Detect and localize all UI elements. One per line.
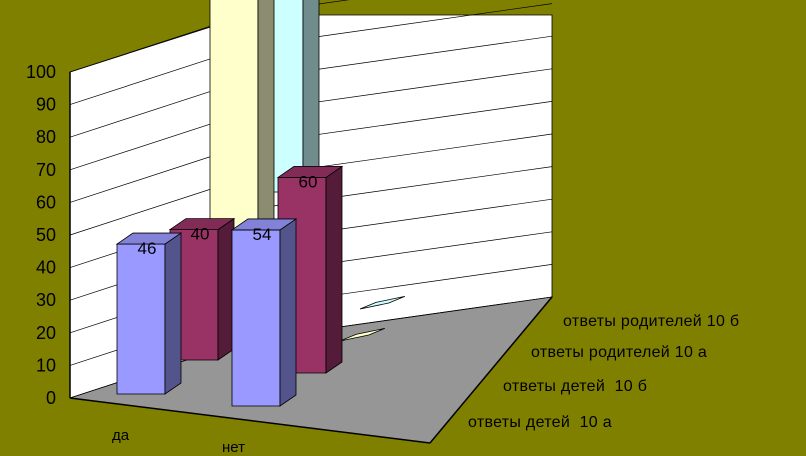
y-tick-label: 50	[36, 225, 56, 245]
bar-top	[230, 218, 298, 231]
category-axis-line	[69, 397, 431, 444]
series-label-children-10b: ответы детей 10 б	[503, 378, 647, 395]
axes	[69, 72, 553, 444]
bar-front	[209, 0, 259, 239]
y-tick-label: 40	[36, 258, 56, 278]
y-tick-label: 0	[46, 388, 56, 408]
bars: 40 60 46 54	[115, 0, 405, 407]
series-label-children-10a: ответы детей 10 а	[468, 414, 612, 431]
category-label-net: нет	[222, 439, 245, 456]
series-label-parents-10b: ответы родителей 10 б	[563, 313, 739, 330]
category-label-da: да	[112, 427, 130, 444]
y-tick-label: 20	[36, 323, 56, 343]
bar-side	[302, 0, 320, 193]
bar-front	[116, 243, 166, 395]
bar: 40	[168, 217, 236, 361]
bar-side	[164, 232, 182, 395]
data-label: 46	[138, 239, 157, 258]
y-tick-label: 70	[36, 160, 56, 180]
bar-side	[279, 218, 297, 407]
bar-top	[168, 218, 236, 231]
bar-front	[231, 229, 281, 407]
y-tick-label: 60	[36, 192, 56, 212]
y-tick-label: 80	[36, 127, 56, 147]
bar-side	[325, 165, 343, 374]
bar	[359, 296, 405, 310]
category-labels: да нет	[112, 427, 245, 456]
bar-top	[115, 232, 183, 245]
bar	[209, 0, 275, 239]
bar: 46	[115, 232, 183, 395]
series-depth-labels: ответы детей 10 а ответы детей 10 б отве…	[468, 313, 739, 431]
bar: 54	[230, 218, 298, 407]
data-label: 40	[191, 225, 210, 244]
y-tick-label: 30	[36, 290, 56, 310]
y-tick-label: 10	[36, 355, 56, 375]
data-label: 54	[253, 225, 272, 244]
bar-flat	[359, 296, 405, 310]
depth-axis-line	[429, 296, 553, 444]
series-label-parents-10a: ответы родителей 10 а	[531, 344, 707, 361]
bar	[339, 328, 385, 342]
bar-flat	[339, 328, 385, 342]
y-tick-label: 90	[36, 95, 56, 115]
y-tick-labels: 0 10 20 30 40 50 60 70 80 90 100	[26, 62, 56, 408]
y-tick-label: 100	[26, 62, 56, 82]
bar-top	[276, 165, 344, 178]
bar-side	[257, 0, 275, 239]
data-label: 60	[299, 172, 318, 191]
